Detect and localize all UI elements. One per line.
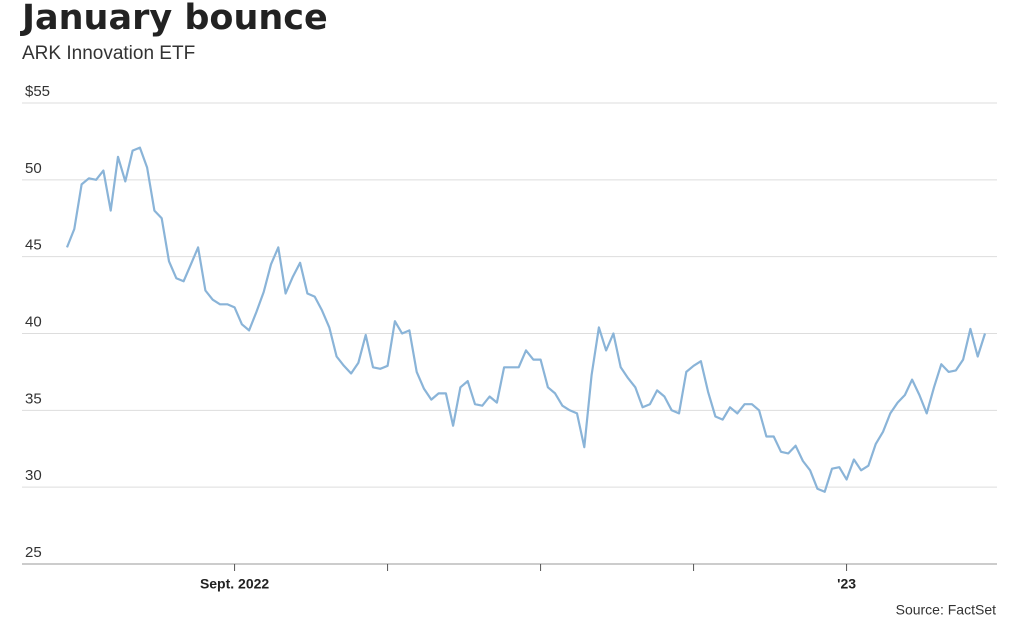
chart-subtitle: ARK Innovation ETF: [22, 43, 195, 64]
x-tick-label: Sept. 2022: [200, 576, 269, 592]
chart-title: January bounce: [20, 0, 328, 38]
price-line: [65, 146, 987, 493]
y-tick-label: 50: [25, 160, 42, 177]
source-note: Source: FactSet: [896, 602, 996, 618]
y-tick-label: 30: [25, 467, 42, 484]
x-tick-label: '23: [837, 576, 856, 592]
y-tick-label: $55: [25, 83, 50, 100]
y-tick-label: 35: [25, 390, 42, 407]
y-tick-label: 45: [25, 237, 42, 254]
y-tick-label: 25: [25, 544, 42, 561]
y-tick-label: 40: [25, 313, 42, 330]
